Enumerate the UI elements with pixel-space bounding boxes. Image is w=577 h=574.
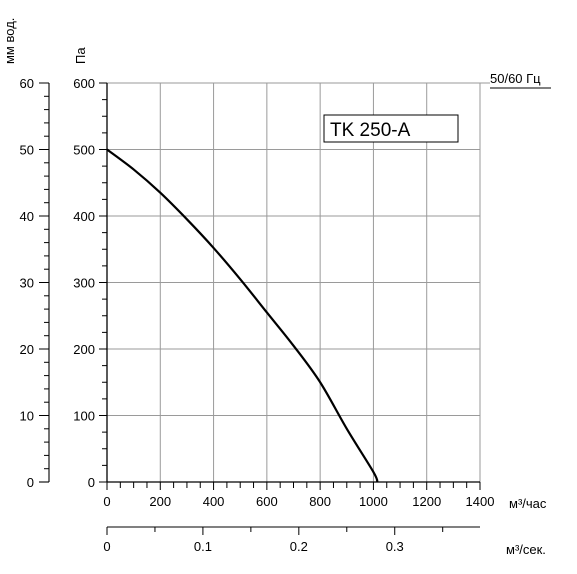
chart-title: TK 250-A: [330, 120, 411, 141]
x2-tick-label: 0.3: [386, 539, 404, 554]
grid-lines: [107, 82, 490, 482]
y2-tick-label: 50: [20, 143, 34, 158]
tick-marks: [39, 82, 481, 535]
x-primary-unit: м³/час: [509, 496, 547, 511]
x-tick-label: 400: [203, 494, 225, 509]
y2-tick-label: 0: [27, 475, 34, 490]
y-tick-label: 100: [73, 409, 95, 424]
x-tick-label: 800: [309, 494, 331, 509]
x2-tick-label: 0: [103, 539, 110, 554]
performance-curve: [106, 148, 379, 483]
y2-tick-label: 40: [20, 209, 34, 224]
y-tick-label: 0: [88, 475, 95, 490]
y-tick-label: 300: [73, 276, 95, 291]
frequency-label-group: 50/60 Гц: [490, 71, 551, 89]
x-tick-label: 200: [149, 494, 171, 509]
x-tick-label: 1200: [412, 494, 441, 509]
frequency-label: 50/60 Гц: [490, 71, 541, 86]
y-tick-label: 200: [73, 342, 95, 357]
model-label-box: TK 250-A: [323, 114, 459, 143]
y2-tick-label: 30: [20, 276, 34, 291]
y2-tick-label: 60: [20, 76, 34, 91]
y-tick-label: 400: [73, 209, 95, 224]
y-secondary-unit: мм вод.: [2, 18, 17, 64]
x-tick-label: 1000: [359, 494, 388, 509]
y-tick-label: 600: [73, 76, 95, 91]
series-line: [106, 148, 379, 483]
y-primary-unit: Па: [73, 47, 88, 64]
x2-tick-label: 0.2: [290, 539, 308, 554]
x2-tick-label: 0.1: [194, 539, 212, 554]
x-tick-label: 1400: [466, 494, 495, 509]
x-secondary-unit: м³/сек.: [506, 542, 546, 557]
x-tick-label: 600: [256, 494, 278, 509]
x-tick-label: 0: [103, 494, 110, 509]
y2-tick-label: 20: [20, 342, 34, 357]
y-tick-label: 500: [73, 143, 95, 158]
tick-labels: 0 200 400 600 800 1000 1200 1400010020030040050…: [20, 76, 495, 554]
y2-tick-label: 10: [20, 409, 34, 424]
